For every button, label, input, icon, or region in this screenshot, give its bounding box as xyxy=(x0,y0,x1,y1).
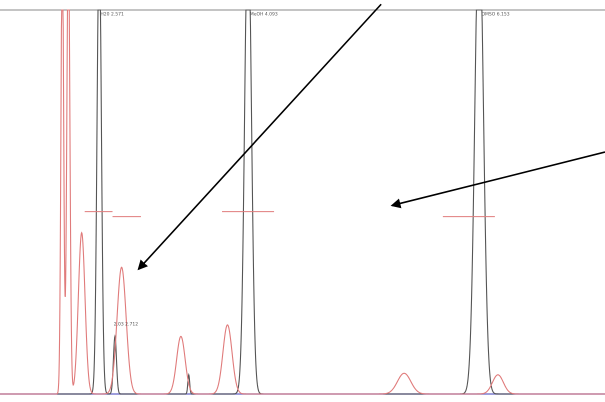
peak-label: DMSO 6.153 xyxy=(482,11,510,17)
annotation-arrow-group xyxy=(137,3,605,271)
peak-label: 2.03 2.712 xyxy=(114,321,138,327)
peak-label-group: H20 2.571 MeOH 4.093 DMSO 6.153 2.03 2.712 xyxy=(100,11,509,327)
annotation-arrow xyxy=(390,151,605,209)
peak-marker-group xyxy=(84,211,495,218)
peak-label: MeOH 4.093 xyxy=(250,11,278,17)
series-group xyxy=(0,9,605,395)
peak-label: H20 2.571 xyxy=(100,11,124,17)
annotation-arrow xyxy=(137,3,382,271)
series-red-trace xyxy=(0,9,605,395)
